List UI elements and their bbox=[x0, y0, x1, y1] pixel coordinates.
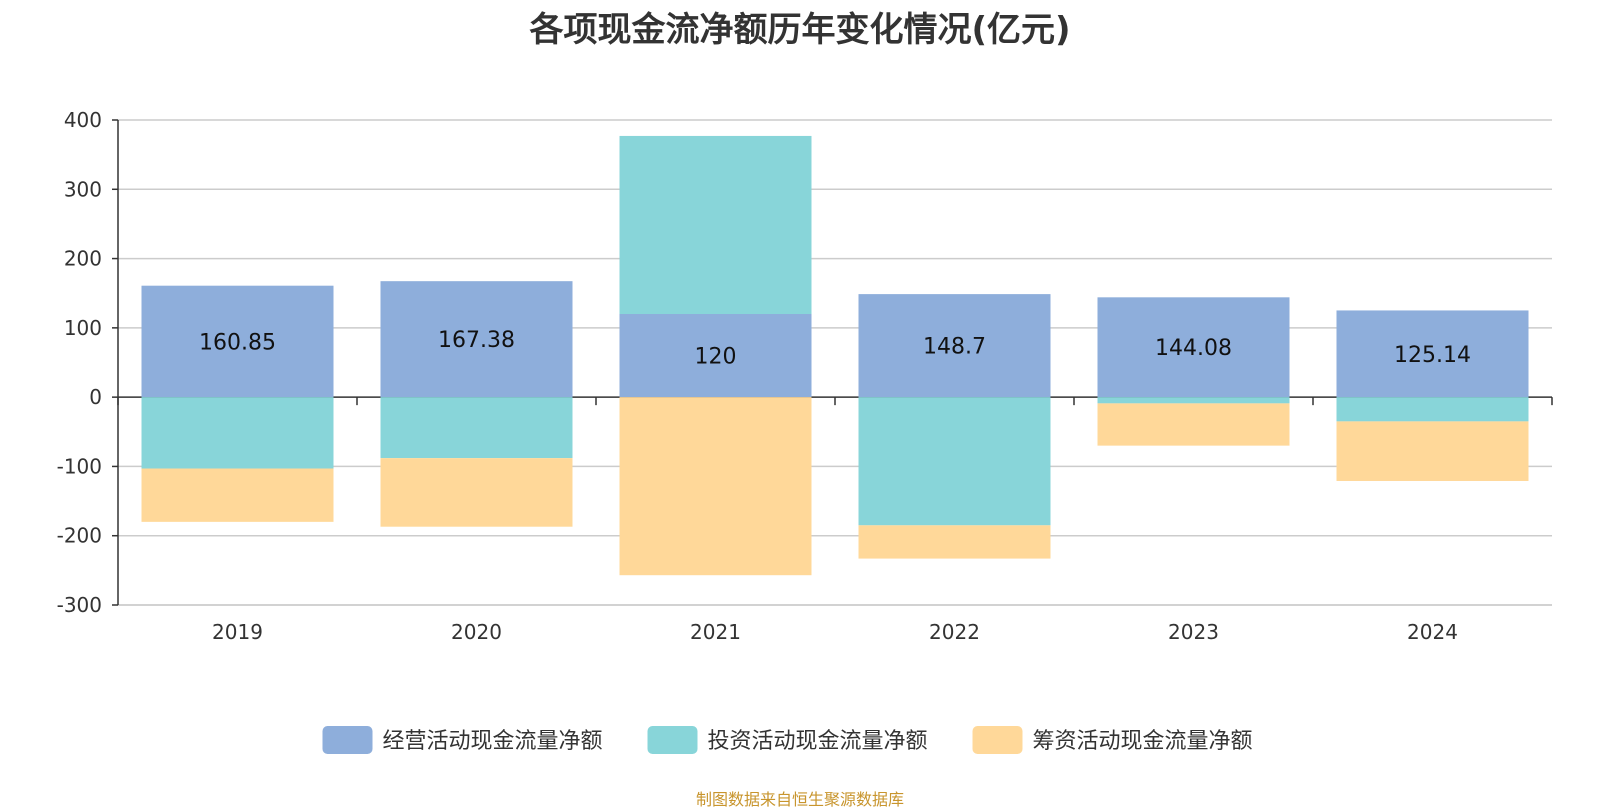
y-tick-label: -100 bbox=[57, 454, 102, 478]
bar-2024-series-1[interactable] bbox=[1336, 397, 1529, 422]
legend-label: 投资活动现金流量净额 bbox=[708, 729, 928, 754]
y-tick-label: 200 bbox=[64, 247, 102, 271]
data-label: 160.85 bbox=[199, 330, 276, 355]
data-labels: 160.85 167.38 120 148.7 144.08 125.14 bbox=[199, 328, 1471, 369]
bar-2020-series-1[interactable] bbox=[380, 397, 573, 459]
bars bbox=[141, 135, 1529, 576]
x-tick-label: 2019 bbox=[212, 620, 263, 644]
bar-2023-series-0[interactable] bbox=[1097, 297, 1290, 398]
bar-2019-series-2[interactable] bbox=[141, 468, 334, 522]
bar-2023-series-1[interactable] bbox=[1097, 397, 1290, 404]
bar-2022-series-1[interactable] bbox=[858, 397, 1051, 526]
bar-2022-series-0[interactable] bbox=[858, 294, 1051, 398]
legend-item-2[interactable]: 筹资活动现金流量净额 bbox=[972, 726, 1253, 754]
legend-item-0[interactable]: 经营活动现金流量净额 bbox=[322, 726, 603, 754]
bar-2021-series-1[interactable] bbox=[619, 135, 812, 314]
data-label: 148.7 bbox=[923, 335, 986, 360]
chart-title: 各项现金流净额历年变化情况(亿元) bbox=[529, 10, 1071, 50]
bar-2024-series-2[interactable] bbox=[1336, 421, 1529, 481]
bar-2020-series-2[interactable] bbox=[380, 458, 573, 527]
x-tick-label: 2024 bbox=[1407, 620, 1458, 644]
data-label: 125.14 bbox=[1394, 343, 1471, 368]
x-tick-label: 2020 bbox=[451, 620, 502, 644]
stacked-bar-chart: 400 300 200 100 0 -100 -200 -300 2019 2020 2021 202… bbox=[57, 108, 1553, 754]
data-label: 144.08 bbox=[1155, 336, 1232, 361]
legend-label: 筹资活动现金流量净额 bbox=[1033, 729, 1253, 754]
legend-swatch bbox=[972, 726, 1023, 754]
legend-label: 经营活动现金流量净额 bbox=[383, 729, 603, 754]
bar-2021-series-0[interactable] bbox=[619, 314, 812, 398]
bar-2019-series-1[interactable] bbox=[141, 397, 334, 469]
axes: 400 300 200 100 0 -100 -200 -300 2019 2020 2021 202… bbox=[57, 108, 1553, 644]
y-tick-label: -200 bbox=[57, 524, 102, 548]
bar-2021-series-2[interactable] bbox=[619, 397, 812, 576]
x-tick-label: 2021 bbox=[690, 620, 741, 644]
source-note: 制图数据来自恒生聚源数据库 bbox=[695, 790, 904, 809]
y-tick-label: 300 bbox=[64, 177, 102, 201]
y-tick-label: -300 bbox=[57, 593, 102, 617]
x-tick-label: 2022 bbox=[929, 620, 980, 644]
data-label: 167.38 bbox=[438, 328, 515, 353]
grid-lines bbox=[118, 119, 1552, 606]
bar-2024-series-0[interactable] bbox=[1336, 310, 1529, 398]
y-tick-label: 0 bbox=[89, 385, 102, 409]
x-tick-label: 2023 bbox=[1168, 620, 1219, 644]
bar-2020-series-0[interactable] bbox=[380, 281, 573, 398]
legend-item-1[interactable]: 投资活动现金流量净额 bbox=[647, 726, 928, 754]
bar-2023-series-2[interactable] bbox=[1097, 403, 1290, 446]
y-tick-label: 100 bbox=[64, 316, 102, 340]
legend-swatch bbox=[322, 726, 373, 754]
legend[interactable]: 经营活动现金流量净额 投资活动现金流量净额 筹资活动现金流量净额 bbox=[322, 726, 1253, 754]
legend-swatch bbox=[647, 726, 698, 754]
y-tick-label: 400 bbox=[64, 108, 102, 132]
bar-2019-series-0[interactable] bbox=[141, 285, 334, 398]
bar-2022-series-2[interactable] bbox=[858, 525, 1051, 559]
data-label: 120 bbox=[695, 345, 737, 370]
